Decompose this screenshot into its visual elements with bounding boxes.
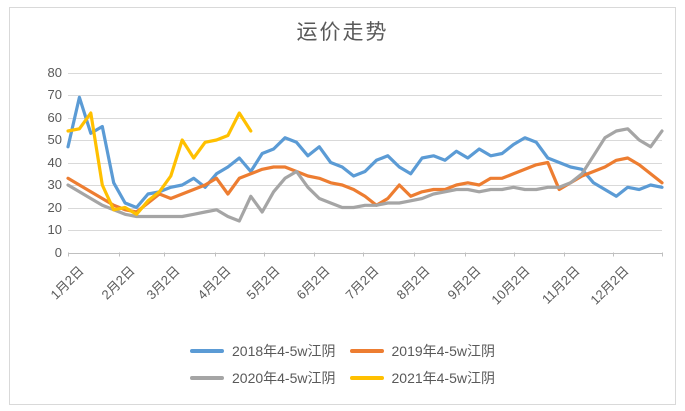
legend-line-marker-icon [190,349,224,353]
legend-item-2021: 2021年4-5w江阴 [349,368,496,388]
legend-label: 2018年4-5w江阴 [232,343,336,359]
legend-items: 2018年4-5w江阴 2019年4-5w江阴 2020年4-5w江阴 2021年4-… [143,341,543,388]
chart-legend: 2018年4-5w江阴 2019年4-5w江阴 2020年4-5w江阴 2021年4-… [0,341,685,388]
series-line-2021 [66,111,253,216]
y-axis-tick-label: 70 [47,87,62,102]
y-axis-tick-label: 30 [47,177,62,192]
series-line-2020 [66,127,664,223]
y-axis-tick-label: 50 [47,132,62,147]
legend-line-marker-icon [349,376,384,380]
y-axis-tick-label: 10 [47,222,62,237]
chart-title: 运价走势 [296,21,389,44]
y-axis-tick-label: 20 [47,199,62,215]
series-line-2018 [66,95,664,210]
legend-label: 2020年4-5w江阴 [232,370,336,386]
legend-line-marker-icon [190,376,224,380]
legend-line-marker-icon [349,349,384,353]
y-axis-tick-label: 80 [47,64,62,80]
y-axis-tick-label: 60 [47,109,62,125]
legend-item-2018: 2018年4-5w江阴 [190,341,336,361]
y-axis-tick-label: 40 [47,154,62,170]
y-axis-tick-label: 0 [54,244,62,260]
legend-item-2019: 2019年4-5w江阴 [349,341,496,361]
legend-label: 2019年4-5w江阴 [391,343,496,359]
legend-label: 2021年4-5w江阴 [391,370,496,386]
legend-item-2020: 2020年4-5w江阴 [190,368,336,388]
